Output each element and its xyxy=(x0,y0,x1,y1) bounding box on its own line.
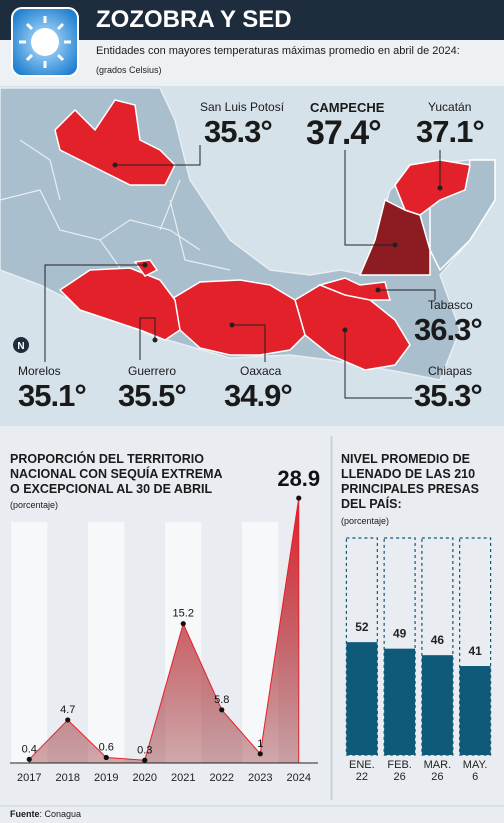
x-tick-label: 2022 xyxy=(210,772,234,784)
chart-subtitle: (porcentaje) xyxy=(10,500,59,510)
state-name: Chiapas xyxy=(428,364,473,378)
chart-title: NIVEL PROMEDIO DE LLENADO DE LAS 210 PRI… xyxy=(341,452,479,511)
footer-source: Conagua xyxy=(44,809,82,819)
chart-subtitle: (porcentaje) xyxy=(341,516,390,526)
state-temp: 35.1° xyxy=(18,378,87,413)
bar xyxy=(384,648,416,755)
capacity-box xyxy=(421,537,454,756)
state-temp: 35.3° xyxy=(414,378,483,413)
point xyxy=(296,495,302,501)
state-name: Morelos xyxy=(18,364,61,378)
point xyxy=(180,621,186,627)
state-temp: 34.9° xyxy=(224,378,293,413)
title: ZOZOBRA Y SED xyxy=(96,6,292,33)
value-label: 1 xyxy=(257,738,263,750)
unit: (grados Celsius) xyxy=(96,65,162,75)
sun-core xyxy=(31,28,59,56)
point xyxy=(257,751,263,757)
state-name: San Luis Potosí xyxy=(200,100,285,114)
x-tick-label: 2024 xyxy=(287,772,311,784)
bar xyxy=(459,666,491,755)
state-temp: 37.4° xyxy=(306,114,382,152)
value-label: 52 xyxy=(355,620,369,634)
footer: Fuente: Conagua xyxy=(10,809,82,819)
state-temp: 35.3° xyxy=(204,114,273,149)
point xyxy=(142,757,148,763)
point xyxy=(65,717,71,723)
map-borders xyxy=(0,139,231,271)
state-name: Tabasco xyxy=(428,298,473,312)
column-band xyxy=(88,522,125,763)
state-name: CAMPECHE xyxy=(310,100,385,115)
map-states xyxy=(54,99,496,371)
x-tick-label: 2017 xyxy=(17,772,41,784)
x-tick-label: MAR. 26 xyxy=(423,759,452,783)
x-tick-label: 2020 xyxy=(133,772,157,784)
x-tick-label: ENE. 22 xyxy=(349,759,375,783)
bar xyxy=(346,642,378,755)
leader-dots xyxy=(112,162,443,343)
value-label: 15.2 xyxy=(173,608,194,620)
capacity-box xyxy=(383,537,416,756)
compass-n: N xyxy=(17,341,24,352)
state-name: Oaxaca xyxy=(240,364,282,378)
x-tick-label: 2023 xyxy=(248,772,272,784)
x-tick-label: 2019 xyxy=(94,772,118,784)
header-sub-band xyxy=(0,40,504,86)
drought-chart: 0.4 2017 4.7 2018 0.6 2019 0.3 2020 15.2 2021 5.8 2… xyxy=(10,466,320,784)
value-label: 46 xyxy=(431,633,445,647)
header-band xyxy=(0,0,504,40)
x-tick-label: 2021 xyxy=(171,772,195,784)
sun-rays xyxy=(19,16,71,68)
value-label: 0.3 xyxy=(137,744,152,756)
reservoir-chart: 52 49 46 41 xyxy=(345,537,492,756)
value-label: 49 xyxy=(393,627,407,641)
state-temp: 35.5° xyxy=(118,378,187,413)
leader-lines xyxy=(44,145,441,399)
state-name: Guerrero xyxy=(128,364,177,378)
x-tick-label: MAY. 6 xyxy=(462,759,488,783)
value-label: 28.9 xyxy=(277,466,320,491)
x-tick-label: 2018 xyxy=(56,772,80,784)
value-label: 0.6 xyxy=(99,742,114,754)
x-tick-label: FEB. 26 xyxy=(387,759,412,783)
point xyxy=(26,756,32,762)
value-label: 41 xyxy=(468,644,482,658)
subtitle: Entidades con mayores temperaturas máxim… xyxy=(96,45,460,57)
value-label: 0.4 xyxy=(22,743,37,755)
column-band xyxy=(11,522,48,763)
capacity-box xyxy=(459,537,492,756)
chart-title: PROPORCIÓN DEL TERRITORIO NACIONAL CON S… xyxy=(10,452,223,496)
value-label: 4.7 xyxy=(60,704,75,716)
compass xyxy=(13,337,29,353)
state-temp: 36.3° xyxy=(414,312,483,347)
footer-label: Fuente xyxy=(10,809,40,819)
state-name: Yucatán xyxy=(428,100,472,114)
point xyxy=(103,754,109,761)
point xyxy=(219,707,225,713)
value-label: 5.8 xyxy=(214,694,229,706)
state-temp: 37.1° xyxy=(416,114,485,149)
bar xyxy=(421,655,453,755)
